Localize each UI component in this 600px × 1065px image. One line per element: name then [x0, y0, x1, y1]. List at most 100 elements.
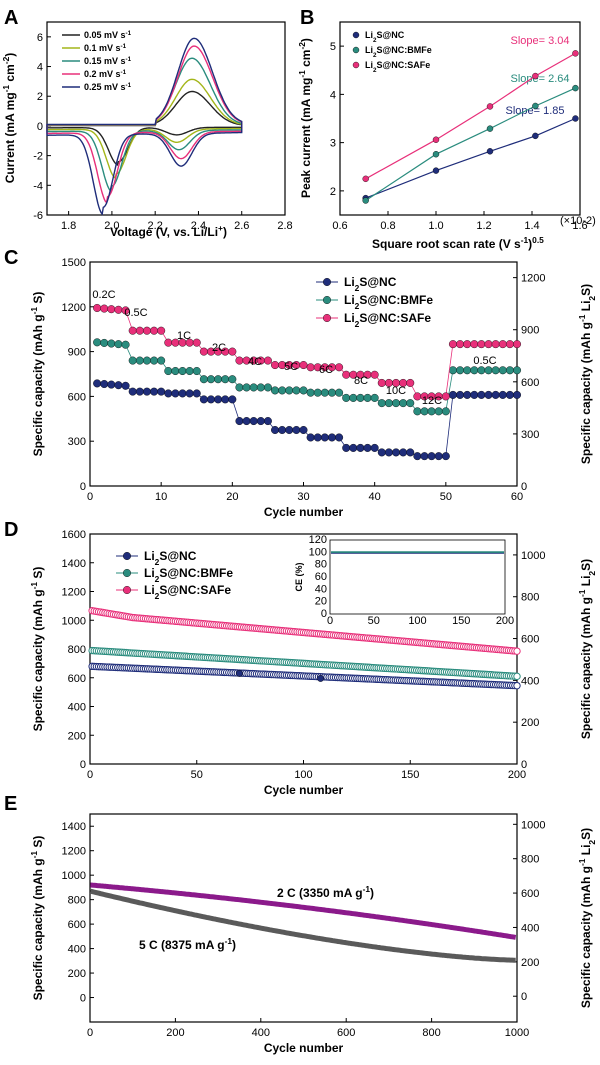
data-point	[100, 338, 109, 347]
x-tick-label: 200	[166, 1027, 184, 1039]
y-tick-label: 2	[330, 186, 336, 198]
data-point	[413, 392, 422, 401]
inset-y-tick: 20	[315, 596, 327, 608]
data-point	[128, 326, 137, 335]
data-point	[142, 326, 151, 335]
legend-label: Li2S@NC	[144, 549, 197, 567]
data-point	[299, 361, 308, 370]
plot-frame	[339, 21, 581, 216]
x-tick-label: 2.2	[148, 220, 163, 232]
data-point	[377, 378, 386, 387]
x-axis-label: Cycle number	[264, 783, 344, 797]
series-band-1	[89, 888, 517, 963]
x-multiplier: (×10-2)	[560, 215, 596, 227]
panel-a: A 1.8 2.0 2.2 2.4 2.6 2.8 -6 -4 -2 0 2 4 6 Voltage (V,…	[1, 7, 293, 239]
panel-letter: C	[4, 247, 18, 269]
x-tick-label: 1.2	[476, 220, 491, 232]
data-point	[313, 388, 322, 397]
data-point	[292, 426, 301, 435]
data-point	[477, 390, 486, 399]
data-point	[157, 356, 166, 365]
y2-axis-label: Specific capacity (mAh g-1 Li2S)	[577, 284, 597, 464]
data-point	[107, 380, 116, 389]
data-point	[93, 303, 102, 312]
panel-letter: E	[4, 793, 17, 815]
data-point	[434, 452, 443, 461]
y-tick-label: 800	[68, 644, 86, 656]
y-tick-label: 1400	[62, 558, 86, 570]
series-label-2c: 2 C (3350 mA g-1)	[277, 884, 374, 900]
data-point	[356, 393, 365, 402]
y2-tick-label: 200	[521, 717, 539, 729]
legend-marker	[122, 569, 131, 578]
data-point	[384, 399, 393, 408]
inset-y-tick: 80	[315, 559, 327, 571]
data-point	[150, 387, 159, 396]
data-point	[242, 417, 251, 426]
legend-marker	[352, 31, 360, 39]
y-tick-label: 1600	[62, 529, 86, 541]
x-tick-label: 20	[226, 491, 238, 503]
data-point	[432, 151, 440, 158]
x-tick-label: 100	[294, 769, 312, 781]
legend-label: Li2S@NC:SAFe	[365, 60, 430, 74]
data-point	[114, 340, 123, 349]
data-point	[486, 103, 494, 110]
legend-marker	[122, 586, 131, 595]
data-point	[362, 175, 369, 183]
legend-marker	[352, 46, 360, 54]
y-tick-label: 800	[68, 895, 86, 907]
data-point	[242, 383, 251, 392]
x-tick-label: 1.8	[61, 220, 76, 232]
legend-label: Li2S@NC:BMFe	[344, 293, 433, 311]
data-point	[441, 392, 450, 401]
y2-axis-label: Specific capacity (mAh g-1 Li2S)	[577, 559, 597, 739]
data-point	[206, 395, 215, 404]
data-point	[420, 407, 429, 416]
data-point	[486, 148, 494, 155]
slope-label: Slope= 2.64	[510, 73, 569, 85]
data-point	[221, 395, 230, 404]
x-tick-label: 200	[508, 769, 526, 781]
data-point	[199, 375, 208, 384]
y2-tick-label: 800	[521, 854, 539, 866]
data-point	[320, 388, 329, 397]
data-point	[356, 443, 365, 452]
data-point	[370, 370, 379, 379]
data-point	[413, 407, 422, 416]
data-point	[128, 387, 137, 396]
legend-label: Li2S@NC:BMFe	[365, 45, 432, 59]
data-point	[456, 390, 465, 399]
y-tick-label: -6	[33, 210, 43, 222]
data-point	[306, 433, 315, 442]
inset-y-label: CE (%)	[294, 562, 304, 591]
y-tick-label: 4	[37, 62, 43, 74]
y-axis-label: Current (mA mg-1 cm-2)	[1, 53, 17, 183]
data-point	[413, 452, 422, 461]
data-point	[114, 305, 123, 314]
data-point	[513, 366, 522, 375]
data-point	[93, 338, 102, 347]
data-point	[434, 407, 443, 416]
x-tick-label: 2.4	[191, 220, 206, 232]
data-point	[392, 448, 401, 457]
plot-frame	[46, 21, 286, 216]
panel-letter: B	[300, 7, 314, 29]
inset-y-tick: 120	[309, 534, 327, 546]
legend-marker	[323, 296, 332, 305]
data-point	[399, 399, 408, 408]
data-point	[178, 367, 187, 376]
data-point	[532, 102, 539, 110]
x-axis-label: Cycle number	[264, 1041, 344, 1055]
data-point	[498, 366, 507, 375]
data-point	[491, 390, 500, 399]
legend-marker	[122, 552, 131, 561]
panel-e: E 0 200 400 600 800 1000 0 200 400 600 800 1000 1200 1…	[4, 793, 597, 1055]
x-tick-label: 30	[297, 491, 309, 503]
y-tick-label: 1400	[62, 821, 86, 833]
y2-axis-label: Specific capacity (mAh g-1 Li2S)	[577, 828, 597, 1008]
y-tick-label: 5	[330, 41, 336, 53]
data-point	[185, 389, 194, 398]
data-point	[427, 407, 436, 416]
y-tick-label: 3	[330, 138, 336, 150]
